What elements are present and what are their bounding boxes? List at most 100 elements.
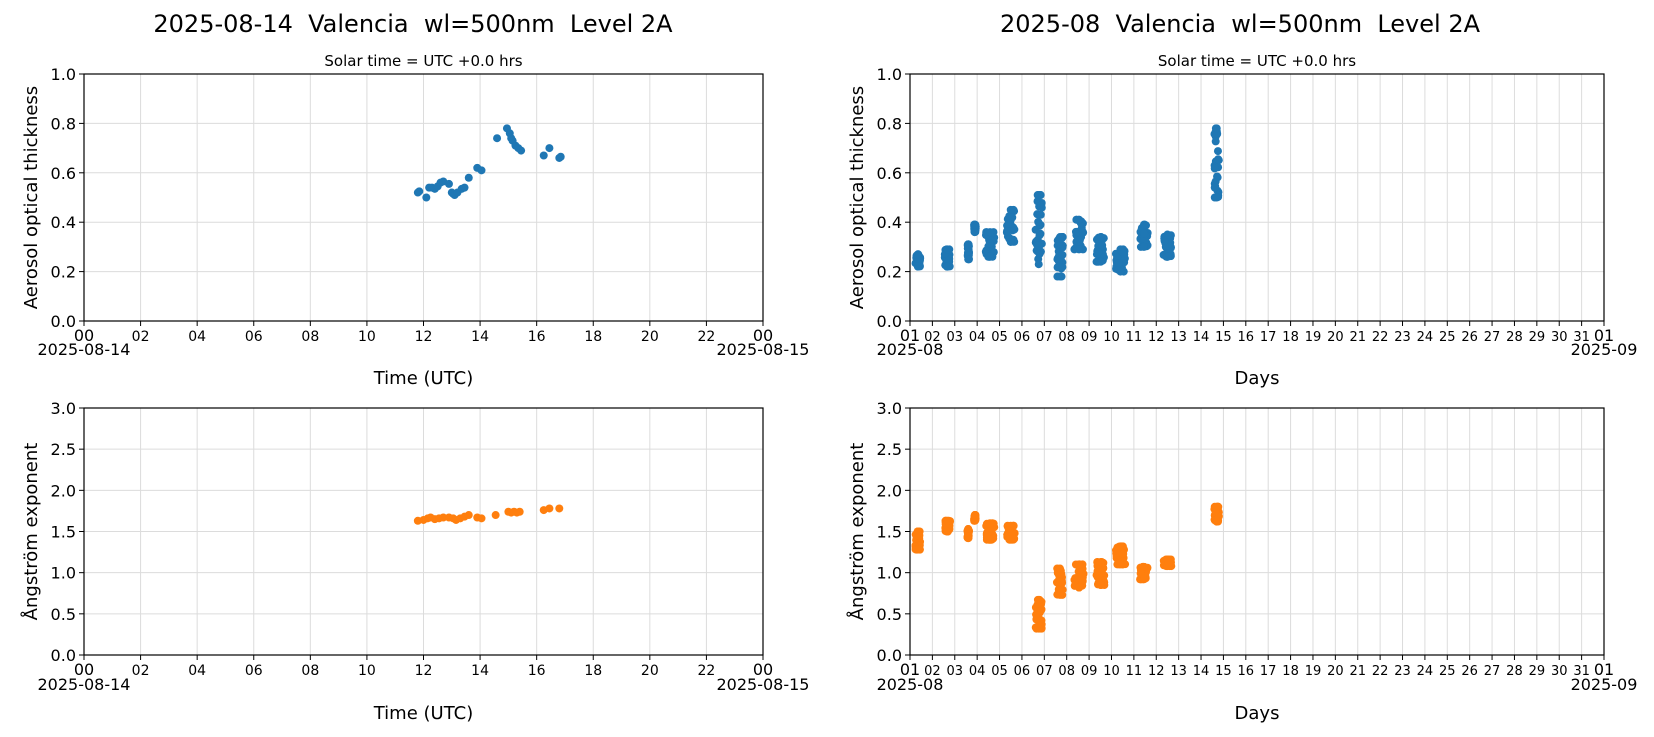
x-tick-label: 06 [245, 329, 263, 345]
data-point [1054, 257, 1063, 266]
y-tick-label: 0.2 [877, 263, 902, 282]
data-point [986, 228, 995, 237]
x-tick-label: 10 [358, 663, 376, 679]
y-tick-label: 1.0 [877, 564, 902, 583]
data-point [1116, 542, 1125, 551]
y-tick-label: 0.5 [51, 605, 76, 624]
x-tick-label: 22 [698, 663, 716, 679]
x-tick-label: 27 [1484, 664, 1501, 679]
data-point [1098, 241, 1107, 250]
angstrom-day-series [413, 504, 564, 525]
x-tick-label: 03 [947, 330, 964, 345]
y-axis-label: Aerosol optical thickness [847, 86, 868, 309]
x-tick-label: 10 [1103, 330, 1120, 345]
data-point [1005, 219, 1014, 228]
x-tick-label: 04 [188, 663, 206, 679]
data-point [422, 193, 431, 202]
data-point [1058, 251, 1067, 260]
x-tick-label: 00 [74, 326, 94, 345]
left-figure-title: 2025-08-14 Valencia wl=500nm Level 2A [153, 10, 673, 38]
x-tick-label: 20 [641, 329, 659, 345]
data-point [986, 252, 995, 261]
x-tick-label: 28 [1506, 330, 1523, 345]
data-point [460, 183, 469, 192]
data-point [1075, 215, 1084, 224]
data-point [1034, 191, 1043, 200]
aod-month-axes: 01 02 03 04 05 06 07 08 09 10 11 12 13 14 15 16 17 18 19 20… [847, 52, 1637, 389]
x-tick-label: 21 [1349, 330, 1366, 345]
angstrom-month-series [911, 502, 1223, 633]
data-point [1034, 217, 1043, 226]
data-point [1210, 183, 1219, 192]
data-point [1055, 564, 1064, 573]
y-tick-label: 2.0 [877, 481, 902, 500]
x-tick-label: 12 [415, 663, 433, 679]
data-point [970, 516, 979, 525]
y-tick-label: 2.0 [51, 481, 76, 500]
data-point [1212, 502, 1221, 511]
x-tick-label: 24 [1417, 330, 1434, 345]
x-tick-label: 30 [1551, 330, 1568, 345]
x-tick-label: 22 [698, 329, 716, 345]
y-tick-label: 1.5 [877, 523, 902, 542]
data-point [1212, 517, 1221, 526]
data-point [1058, 263, 1067, 272]
data-point [1035, 231, 1044, 240]
y-tick-label: 3.0 [51, 399, 76, 418]
data-point [1139, 242, 1148, 251]
x-tick-label: 07 [1036, 330, 1053, 345]
x-date-end-label: 2025-08-15 [717, 675, 810, 694]
axes-frame [909, 73, 1605, 322]
angstrom-month-axes: 01 02 03 04 05 06 07 08 09 10 11 12 13 14 15 16 17 18 19 20… [846, 399, 1637, 724]
data-point [944, 256, 953, 265]
y-tick-label: 2.5 [877, 440, 902, 459]
data-point [986, 519, 995, 528]
aod-day-axes: 00 02 04 06 08 10 12 14 16 18 20 22 000.00.20.40.60.… [21, 52, 809, 389]
x-tick-label: 21 [1349, 664, 1366, 679]
x-tick-label: 30 [1551, 664, 1568, 679]
data-point [1163, 562, 1172, 571]
data-point [491, 511, 500, 520]
data-point [970, 220, 979, 229]
x-tick-label: 04 [969, 330, 986, 345]
x-tick-label: 02 [924, 330, 941, 345]
data-point [464, 511, 473, 520]
data-point [1006, 535, 1015, 544]
data-point [1116, 245, 1125, 254]
data-point [1075, 245, 1084, 254]
data-point [1037, 606, 1046, 615]
data-point [539, 151, 548, 160]
data-point [464, 173, 473, 182]
y-tick-label: 0.0 [877, 646, 902, 665]
x-tick-label: 20 [1327, 664, 1344, 679]
data-point [1075, 583, 1084, 592]
x-tick-label: 14 [1193, 664, 1210, 679]
x-tick-label: 01 [900, 326, 920, 345]
data-point [1096, 557, 1105, 566]
data-point [1163, 230, 1172, 239]
x-tick-label: 12 [1148, 664, 1165, 679]
data-point [913, 262, 922, 271]
data-point [1212, 124, 1221, 133]
data-point [517, 146, 526, 155]
aod-month-series [911, 124, 1223, 281]
x-axis-label: Time (UTC) [373, 703, 474, 724]
data-point [1211, 137, 1220, 146]
x-tick-label: 18 [1282, 664, 1299, 679]
y-tick-label: 0.4 [877, 213, 902, 232]
x-tick-label: 02 [132, 663, 150, 679]
x-tick-label: 00 [753, 660, 773, 679]
x-tick-label: 05 [991, 330, 1008, 345]
x-date-start-label: 2025-08-14 [38, 675, 131, 694]
data-point [477, 166, 486, 175]
subplot-title: Solar time = UTC +0.0 hrs [1158, 52, 1356, 70]
y-tick-label: 0.0 [877, 312, 902, 331]
x-tick-label: 14 [471, 329, 489, 345]
x-tick-label: 14 [1193, 330, 1210, 345]
data-point [913, 545, 922, 554]
x-tick-label: 10 [358, 329, 376, 345]
right-figure-title: 2025-08 Valencia wl=500nm Level 2A [1000, 10, 1480, 38]
x-tick-label: 27 [1484, 330, 1501, 345]
data-point [1214, 156, 1223, 165]
